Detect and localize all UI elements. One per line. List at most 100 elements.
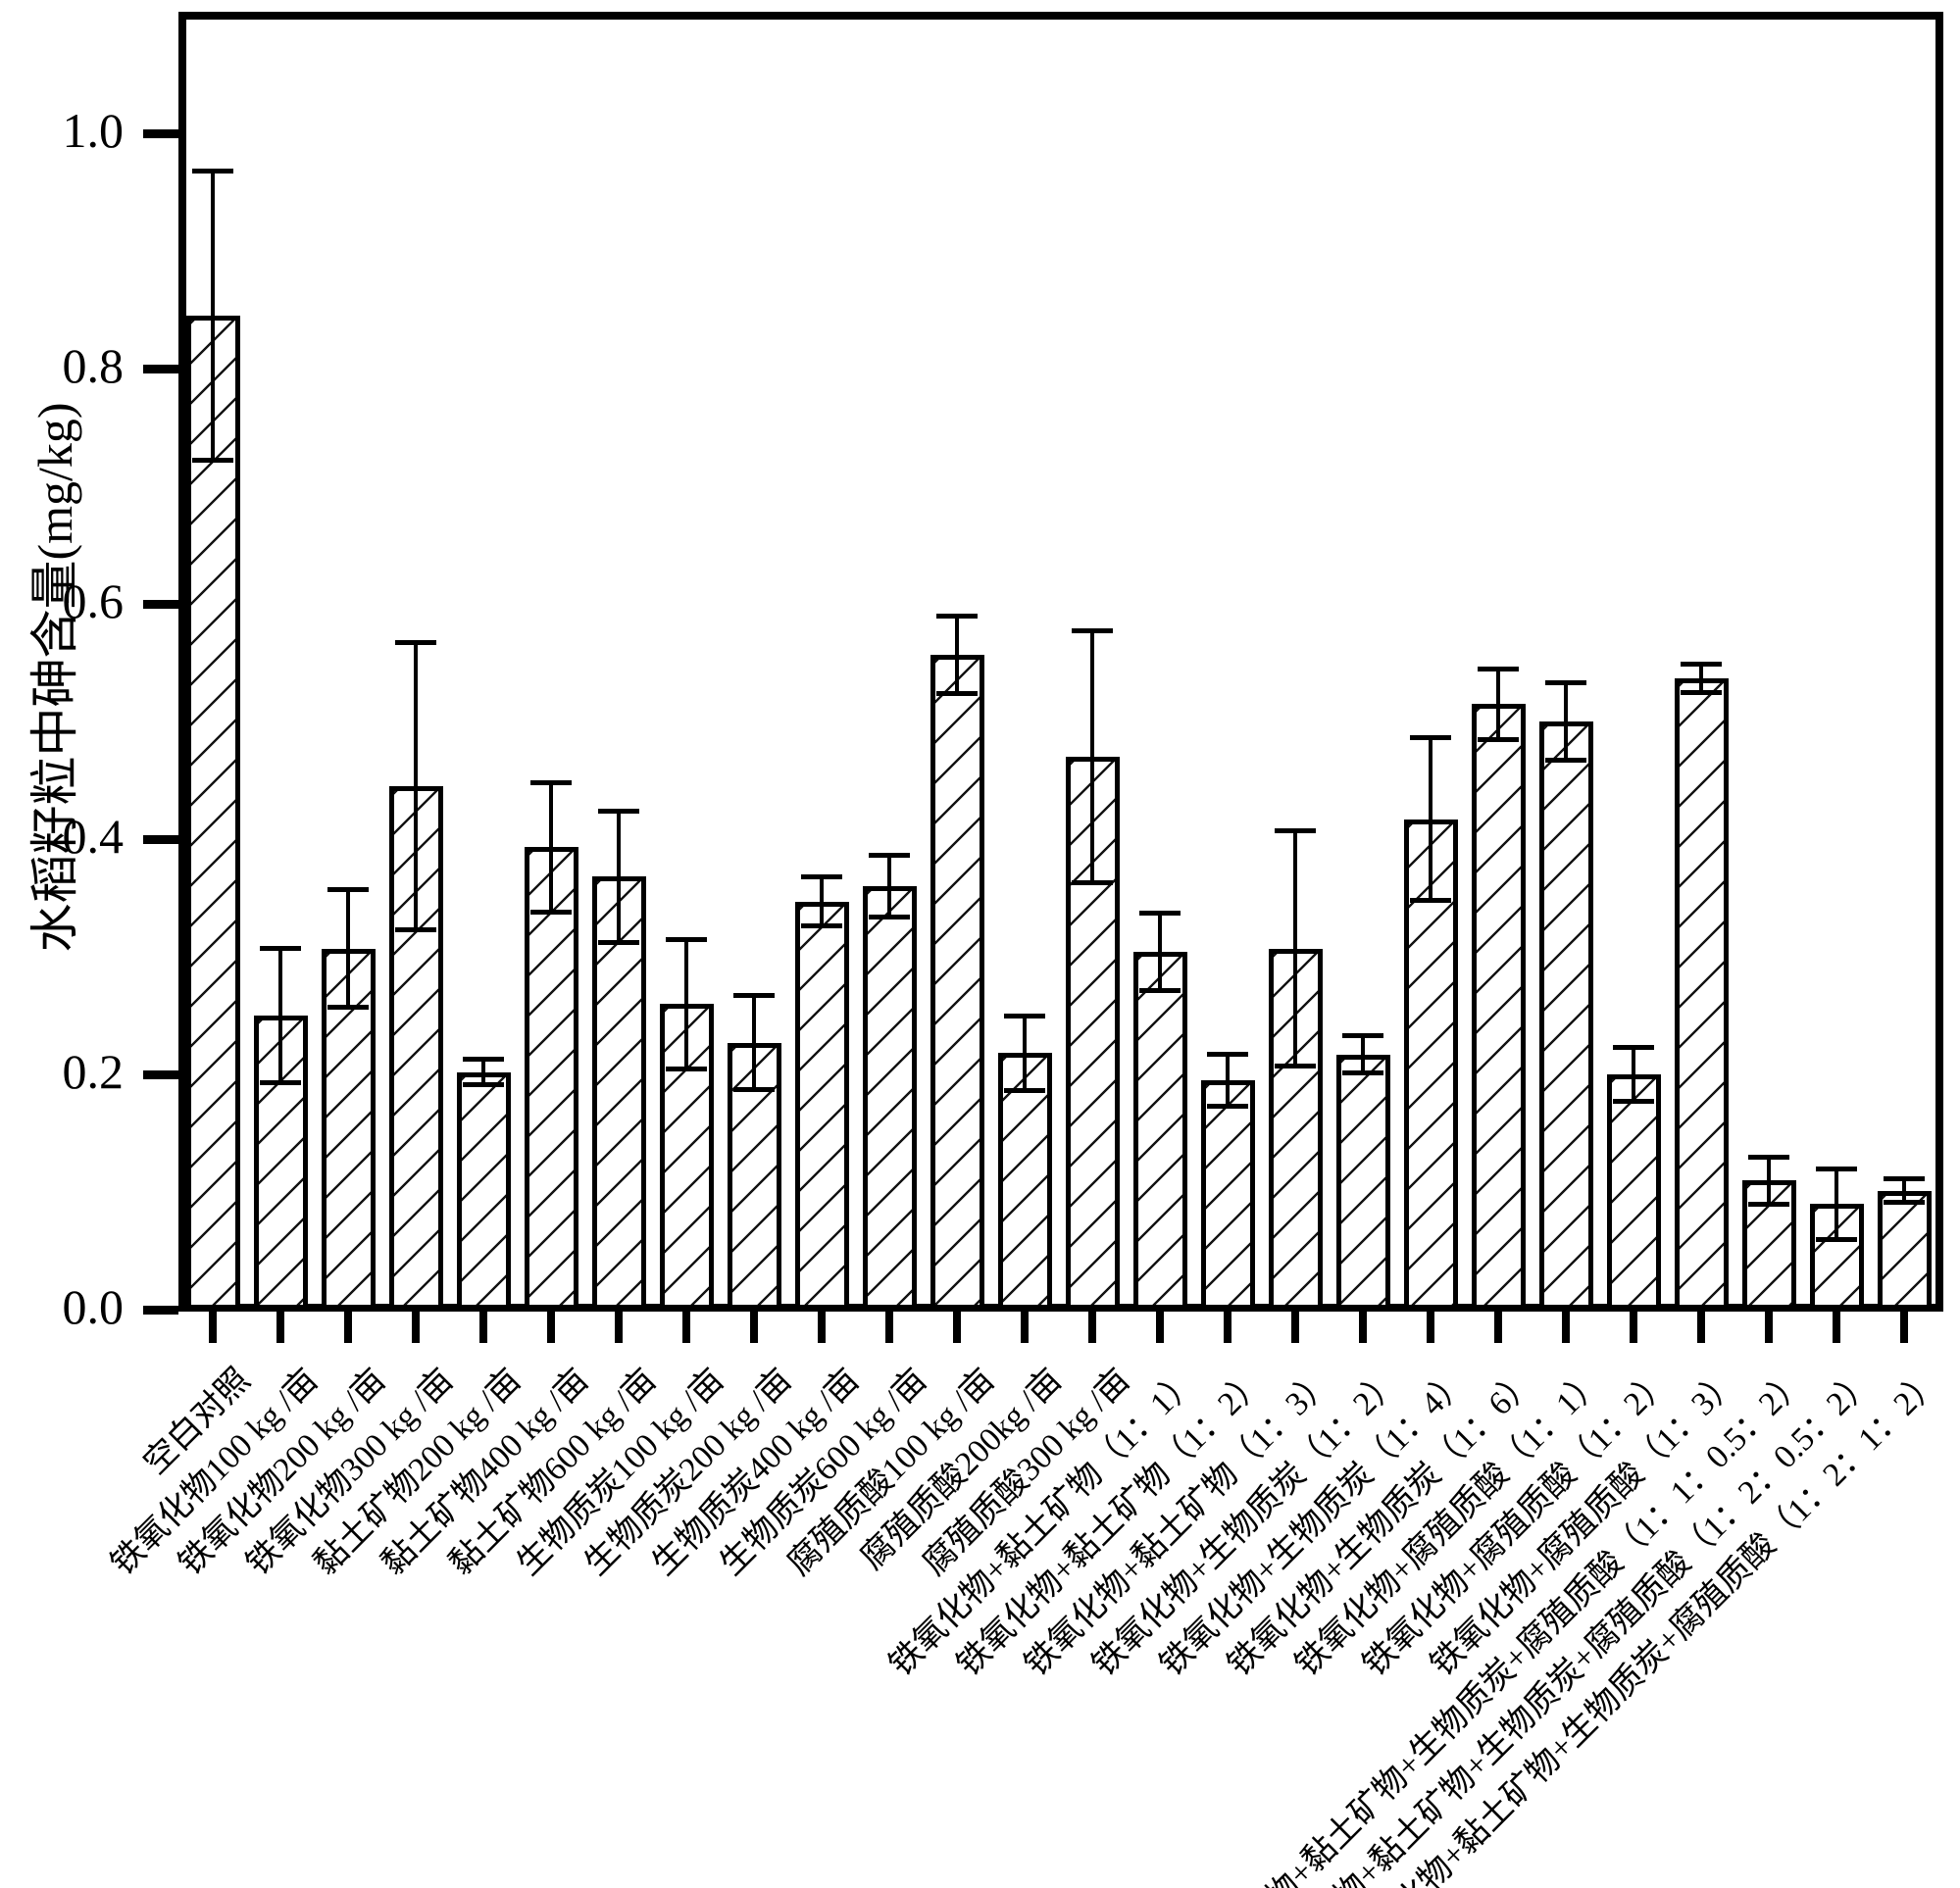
x-tick-mark [1494, 1312, 1502, 1343]
error-bar-cap-bottom [1342, 1070, 1383, 1076]
bar [930, 654, 984, 1310]
x-tick-mark [1291, 1312, 1299, 1343]
bar [591, 876, 646, 1310]
y-axis-title: 水稻籽粒中砷含量(mg/kg) [27, 402, 82, 953]
bar [1200, 1080, 1255, 1310]
error-bar-line [1767, 1157, 1771, 1204]
x-tick-mark [885, 1312, 893, 1343]
error-bar-cap-top [1748, 1154, 1789, 1160]
error-bar-cap-top [1275, 828, 1316, 834]
error-bar-cap-bottom [666, 1066, 707, 1071]
error-bar-line [1902, 1178, 1906, 1203]
error-bar-cap-bottom [395, 926, 436, 932]
x-tick-mark [412, 1312, 420, 1343]
error-bar-cap-bottom [1884, 1200, 1925, 1206]
y-tick-mark [143, 834, 178, 844]
bar [1674, 677, 1729, 1310]
bar [1471, 704, 1526, 1310]
y-tick-label: 1.0 [62, 103, 125, 158]
bar [1065, 757, 1120, 1310]
error-bar-cap-bottom [1681, 689, 1722, 695]
y-tick-label: 0.4 [62, 809, 125, 864]
error-bar-cap-bottom [733, 1087, 775, 1093]
error-bar-line [1226, 1054, 1230, 1107]
error-bar-cap-top [733, 993, 775, 999]
error-bar-cap-bottom [1478, 736, 1519, 742]
error-bar-cap-top [192, 168, 233, 174]
error-bar-cap-top [801, 873, 842, 879]
error-bar-line [1293, 830, 1297, 1067]
error-bar-cap-top [1004, 1013, 1045, 1019]
error-bar-cap-bottom [1816, 1236, 1857, 1242]
error-bar-line [1834, 1168, 1838, 1239]
error-bar-line [549, 782, 553, 913]
x-tick-mark [479, 1312, 487, 1343]
x-tick-mark [1359, 1312, 1367, 1343]
bar [1538, 721, 1593, 1310]
error-bar-cap-bottom [1072, 879, 1113, 885]
y-tick-label: 0.2 [62, 1044, 125, 1099]
x-tick-mark [1427, 1312, 1434, 1343]
error-bar-line [617, 811, 621, 943]
error-bar-cap-bottom [260, 1079, 301, 1085]
bar [1268, 948, 1323, 1310]
error-bar-cap-bottom [801, 923, 842, 929]
bar [794, 901, 849, 1310]
error-bar-cap-bottom [530, 909, 572, 915]
error-bar-cap-bottom [1004, 1088, 1045, 1094]
error-bar-cap-top [327, 887, 369, 893]
error-bar-cap-bottom [1139, 988, 1181, 994]
error-bar-line [1361, 1035, 1365, 1073]
error-bar-cap-top [1613, 1044, 1654, 1050]
error-bar-cap-top [598, 808, 639, 814]
x-tick-mark [953, 1312, 961, 1343]
error-bar-line [1632, 1047, 1635, 1102]
error-bar-line [1023, 1016, 1027, 1091]
error-bar-cap-top [463, 1056, 504, 1062]
error-bar-cap-top [395, 640, 436, 646]
error-bar-cap-top [1410, 735, 1451, 741]
error-bar-cap-top [1478, 666, 1519, 671]
x-tick-mark [1562, 1312, 1570, 1343]
x-tick-mark [1630, 1312, 1637, 1343]
error-bar-line [211, 171, 215, 461]
error-bar-line [278, 948, 282, 1083]
error-bar-cap-top [1139, 911, 1181, 917]
x-tick-mark [750, 1312, 758, 1343]
x-tick-mark [615, 1312, 623, 1343]
error-bar-cap-bottom [463, 1082, 504, 1088]
error-bar-cap-top [1207, 1052, 1248, 1058]
bar [524, 847, 578, 1310]
y-tick-mark [143, 599, 178, 609]
x-tick-mark [1021, 1312, 1029, 1343]
y-tick-label: 0.0 [62, 1279, 125, 1334]
error-bar-line [1496, 669, 1500, 739]
error-bar-cap-bottom [192, 458, 233, 464]
bar [862, 886, 917, 1310]
error-bar-cap-top [1072, 628, 1113, 634]
x-tick-mark [209, 1312, 217, 1343]
error-bar-line [1564, 682, 1568, 761]
bar [1132, 952, 1187, 1310]
x-tick-mark [1156, 1312, 1164, 1343]
y-tick-mark [143, 128, 178, 138]
error-bar-line [1699, 664, 1703, 692]
error-bar-cap-top [1545, 679, 1586, 685]
bar [1606, 1074, 1661, 1310]
error-bar-cap-bottom [869, 914, 910, 919]
bar [456, 1071, 511, 1310]
error-bar-line [684, 939, 688, 1068]
error-bar-line [820, 876, 824, 926]
x-tick-mark [1224, 1312, 1231, 1343]
error-bar-cap-top [530, 779, 572, 785]
x-tick-mark [1765, 1312, 1773, 1343]
error-bar-cap-bottom [1613, 1099, 1654, 1105]
error-bar-line [414, 642, 418, 930]
error-bar-line [752, 995, 756, 1090]
x-tick-mark [1900, 1312, 1908, 1343]
error-bar-line [1090, 630, 1094, 883]
error-bar-cap-top [1342, 1032, 1383, 1038]
error-bar-line [1158, 913, 1162, 991]
x-tick-mark [1697, 1312, 1705, 1343]
